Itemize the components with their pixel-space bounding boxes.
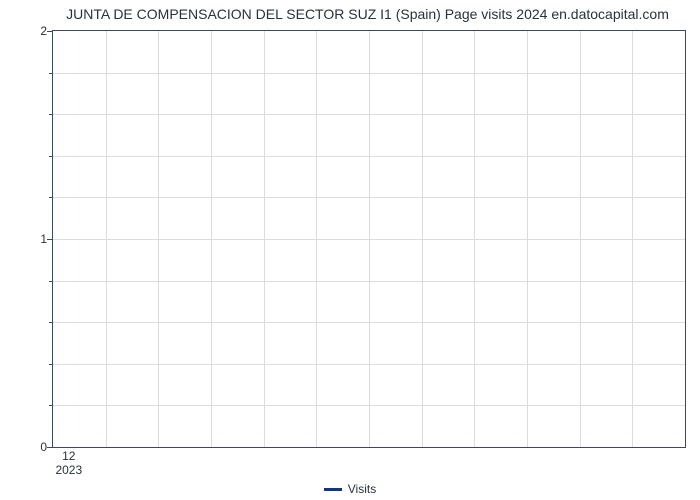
grid-horizontal bbox=[53, 281, 685, 282]
xtick-label-year: 2023 bbox=[55, 463, 82, 477]
ytick-minor bbox=[49, 197, 53, 198]
ytick-minor bbox=[49, 405, 53, 406]
chart-title: JUNTA DE COMPENSACION DEL SECTOR SUZ I1 … bbox=[45, 6, 690, 22]
grid-horizontal bbox=[53, 405, 685, 406]
ytick-minor bbox=[49, 364, 53, 365]
ytick-minor bbox=[49, 156, 53, 157]
ytick-minor bbox=[49, 114, 53, 115]
ytick-minor bbox=[49, 73, 53, 74]
legend-swatch-visits bbox=[324, 488, 342, 491]
legend: Visits bbox=[0, 482, 700, 496]
grid-horizontal bbox=[53, 239, 685, 240]
grid-horizontal bbox=[53, 156, 685, 157]
ytick-major bbox=[47, 31, 53, 32]
plot-area: 012122023 bbox=[52, 30, 686, 448]
ytick-label: 0 bbox=[27, 440, 47, 454]
ytick-major bbox=[47, 447, 53, 448]
grid-horizontal bbox=[53, 197, 685, 198]
xtick-label: 12 bbox=[62, 449, 75, 463]
grid-horizontal bbox=[53, 114, 685, 115]
ytick-label: 2 bbox=[27, 24, 47, 38]
chart-area: 012122023 bbox=[52, 28, 686, 448]
ytick-minor bbox=[49, 322, 53, 323]
legend-label-visits: Visits bbox=[348, 482, 376, 496]
grid-horizontal bbox=[53, 322, 685, 323]
grid-horizontal bbox=[53, 73, 685, 74]
ytick-major bbox=[47, 239, 53, 240]
ytick-minor bbox=[49, 281, 53, 282]
grid-horizontal bbox=[53, 364, 685, 365]
ytick-label: 1 bbox=[27, 232, 47, 246]
